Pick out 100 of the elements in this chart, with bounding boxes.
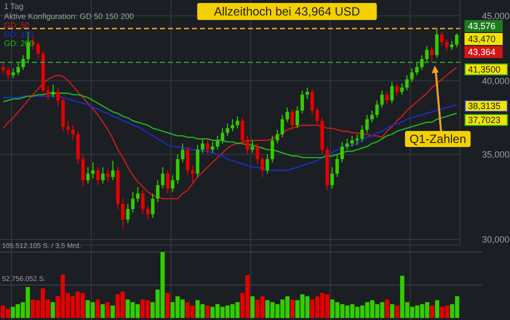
- ref-line-label: 41,3500: [468, 64, 501, 75]
- text: 43,364: [468, 47, 496, 58]
- ref-line-label: Allzeithoch bei 43,964 USD: [214, 4, 360, 19]
- candlestick: [190, 165, 194, 182]
- candlestick: [385, 91, 389, 106]
- candlestick: [6, 66, 10, 80]
- text: 43,470: [468, 34, 496, 44]
- candlestick: [296, 106, 300, 129]
- candlestick: [425, 45, 429, 62]
- candlestick: [21, 54, 25, 70]
- candlestick: [345, 138, 349, 150]
- candlestick: [365, 114, 369, 134]
- candlestick: [131, 191, 135, 214]
- candlestick: [151, 193, 154, 218]
- candlestick: [200, 138, 204, 154]
- bar: [395, 305, 400, 318]
- candlestick: [160, 166, 164, 190]
- bar: [290, 300, 295, 318]
- candlestick: [111, 160, 115, 181]
- candlestick: [260, 155, 264, 178]
- candlestick: [435, 28, 439, 58]
- candlestick: [226, 123, 230, 136]
- candlestick: [230, 118, 234, 132]
- bar: [430, 305, 434, 318]
- bar: [385, 300, 390, 318]
- candlestick: [340, 141, 344, 163]
- text: GD: 50: [4, 21, 30, 30]
- candlestick: [220, 128, 224, 144]
- candlestick: [390, 82, 394, 104]
- candlestick: [335, 154, 339, 178]
- bar: [96, 300, 100, 318]
- candlestick: [415, 62, 419, 76]
- bar: [390, 304, 394, 318]
- candlestick: [146, 205, 150, 220]
- candlestick: [121, 198, 125, 230]
- candlestick: [180, 142, 184, 163]
- bar: [50, 302, 55, 318]
- candlestick: [360, 124, 364, 142]
- candlestick: [450, 40, 454, 50]
- candlestick: [440, 31, 444, 46]
- candlestick: [400, 82, 404, 96]
- candlestick: [196, 144, 200, 178]
- candlestick: [96, 166, 100, 186]
- bar: [435, 300, 440, 318]
- y-tick-label: 35,000: [482, 150, 510, 160]
- text: 43,576: [468, 21, 496, 32]
- annotation: Q1-Zahlen: [409, 132, 466, 146]
- candlestick: [395, 82, 399, 97]
- candlestick: [270, 135, 274, 163]
- text: 38,3135: [468, 101, 501, 112]
- candlestick: [71, 124, 75, 141]
- candlestick: [375, 100, 379, 118]
- candlestick: [176, 154, 180, 184]
- bar: [205, 305, 210, 318]
- candlestick: [16, 62, 20, 76]
- y-tick-label: 45,000: [482, 10, 510, 21]
- candlestick: [166, 170, 170, 194]
- candlestick: [310, 88, 314, 116]
- candlestick: [216, 135, 220, 150]
- candlestick: [240, 117, 244, 146]
- candlestick: [430, 46, 434, 63]
- candlestick: [306, 87, 309, 100]
- candlestick: [315, 107, 319, 126]
- y-tick-label: 40,000: [482, 76, 510, 86]
- candlestick: [101, 166, 105, 184]
- candlestick: [206, 140, 210, 155]
- candlestick: [186, 146, 190, 176]
- candlestick: [1, 62, 5, 74]
- candlestick: [246, 135, 250, 155]
- candlestick: [156, 180, 160, 203]
- candlestick: [81, 154, 85, 188]
- text: Aktive Konfiguration: GD 50 150 200: [4, 12, 134, 21]
- candlestick: [445, 39, 449, 52]
- candlestick: [286, 107, 290, 123]
- candlestick: [266, 154, 270, 174]
- candlestick: [91, 162, 95, 180]
- candlestick: [300, 90, 304, 114]
- candlestick: [276, 129, 280, 144]
- candlestick: [126, 203, 130, 224]
- candlestick: [170, 174, 174, 192]
- bar: [100, 304, 105, 318]
- candlestick: [106, 168, 110, 182]
- chart-title: 1 Tag: [4, 2, 24, 11]
- candlestick: [66, 120, 70, 135]
- candlestick: [290, 108, 294, 130]
- candlestick: [56, 87, 60, 107]
- candlestick: [455, 32, 459, 48]
- bar: [250, 296, 255, 318]
- candlestick: [280, 114, 284, 138]
- candlestick: [11, 68, 15, 78]
- bar: [106, 302, 110, 318]
- y-tick-label: 30,000: [482, 234, 510, 245]
- candlestick: [330, 166, 334, 190]
- candlestick: [136, 186, 140, 203]
- candlestick: [236, 116, 240, 129]
- text: 37,7023: [468, 115, 501, 126]
- bar: [110, 305, 115, 318]
- candlestick: [51, 84, 55, 98]
- candlestick: [256, 142, 260, 164]
- candlestick: [350, 135, 354, 148]
